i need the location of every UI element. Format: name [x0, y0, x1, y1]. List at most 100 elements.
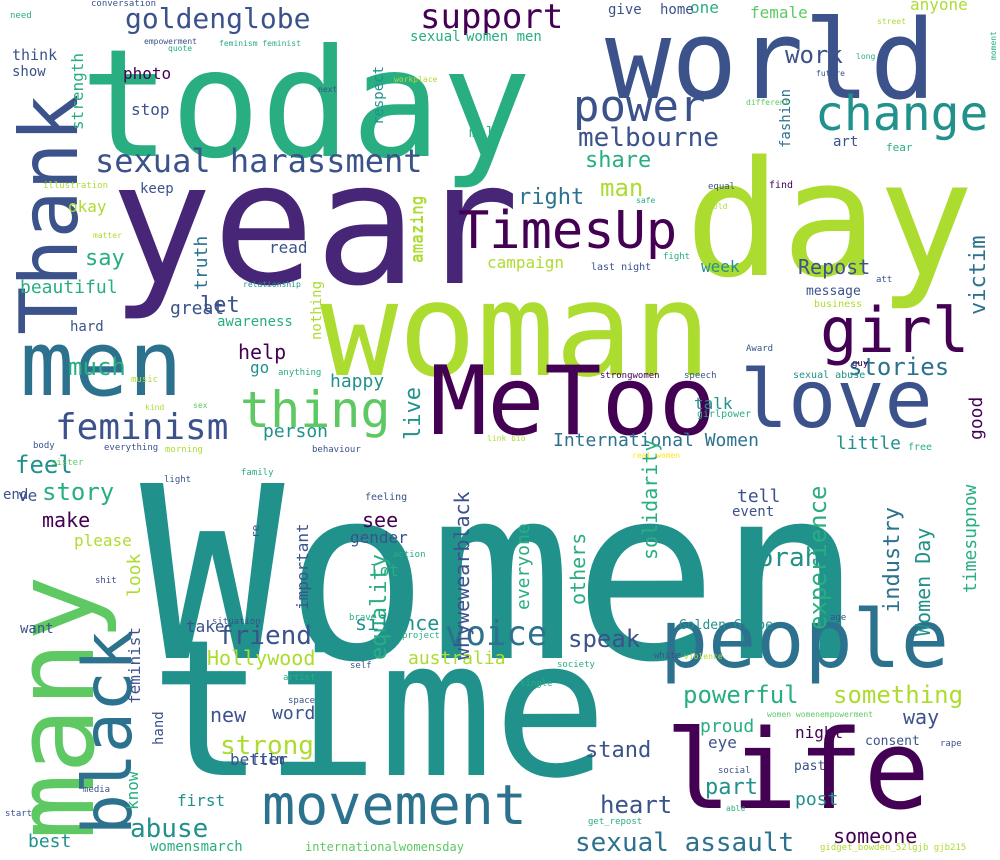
cloud-word: Award [746, 344, 774, 354]
cloud-word: post [795, 789, 839, 810]
cloud-word: change [815, 86, 989, 142]
cloud-word: night [795, 723, 844, 742]
cloud-word: consent [865, 734, 920, 749]
cloud-word: media [83, 785, 111, 795]
cloud-word: brave [349, 613, 377, 623]
cloud-word: victim [966, 235, 991, 315]
cloud-word: illustration [43, 181, 109, 191]
cloud-word: year [110, 126, 520, 324]
cloud-word: eye [708, 733, 737, 752]
cloud-word: week [701, 257, 740, 276]
cloud-word: International Women [553, 430, 759, 451]
cloud-word: stand [585, 738, 652, 763]
cloud-word: family [241, 468, 274, 478]
cloud-word: strong [220, 731, 314, 761]
cloud-word: att [876, 275, 893, 285]
cloud-word: photo [123, 64, 172, 83]
cloud-word: take [186, 617, 225, 636]
cloud-word: kind [145, 403, 165, 412]
cloud-word: industry [880, 507, 905, 613]
cloud-word: white [654, 651, 682, 661]
cloud-word: say [85, 246, 125, 271]
cloud-word: girl [820, 294, 970, 367]
cloud-word: help [238, 340, 287, 364]
cloud-word: talk [694, 394, 733, 413]
cloud-word: movement [262, 773, 527, 837]
cloud-word: show [12, 64, 46, 80]
cloud-word: gidget_bowden_52lgjb gjb215 [820, 843, 967, 853]
cloud-word: Golden Globe [679, 618, 773, 633]
cloud-word: different [746, 98, 790, 107]
cloud-word: Hollywood [207, 646, 316, 670]
cloud-word: work [785, 41, 843, 69]
cloud-word: time [150, 599, 608, 820]
cloud-word: melbourne [578, 123, 719, 153]
cloud-word: real women [632, 451, 681, 460]
cloud-word: read [269, 238, 308, 257]
cloud-word: long [856, 52, 876, 61]
cloud-word: want [20, 621, 54, 637]
cloud-word: whywewearblack [450, 491, 474, 660]
cloud-word: make [42, 508, 91, 532]
cloud-word: project [402, 631, 440, 641]
cloud-word: part [705, 775, 758, 800]
cloud-word: MeToo [430, 347, 716, 457]
cloud-word: awareness [217, 314, 293, 330]
cloud-word: campaign [487, 253, 565, 272]
cloud-word: respect [371, 65, 387, 125]
cloud-word: guy [852, 359, 869, 369]
cloud-word: story [42, 478, 115, 506]
cloud-word: experience [804, 485, 832, 631]
cloud-word: right [518, 185, 585, 210]
cloud-word: message [806, 284, 861, 299]
cloud-word: male [469, 125, 503, 141]
cloud-word: need [10, 11, 32, 21]
cloud-word: Repost [798, 255, 871, 279]
cloud-word: feel [15, 451, 73, 479]
cloud-word: single [520, 679, 553, 689]
cloud-word: internationalwomensday [305, 840, 464, 854]
cloud-word: voice [445, 614, 548, 654]
cloud-word: sexual harassment [95, 142, 423, 180]
cloud-word: feminist [125, 626, 144, 704]
cloud-word: artist [283, 673, 316, 683]
cloud-word: everyone [513, 523, 534, 610]
cloud-word: get_repost [588, 817, 643, 827]
cloud-word: oprah [742, 543, 821, 573]
cloud-word: best [28, 831, 72, 852]
cloud-word: life [665, 706, 930, 834]
cloud-word: way [903, 705, 940, 729]
cloud-word: one [690, 0, 719, 17]
cloud-word: self [350, 661, 372, 671]
cloud-word: female [750, 3, 808, 22]
cloud-word: man [600, 174, 644, 202]
cloud-word: gender [350, 528, 408, 547]
cloud-word: fight [663, 252, 691, 262]
cloud-word: little [836, 433, 902, 454]
cloud-word: behaviour [312, 445, 361, 455]
cloud-word: home [660, 2, 694, 18]
cloud-word: fear [886, 141, 913, 154]
cloud-word: women men [466, 29, 542, 45]
cloud-word: look [124, 553, 145, 597]
cloud-word: matter [93, 231, 122, 240]
cloud-word: give [608, 2, 642, 18]
cloud-word: equal [708, 182, 736, 192]
cloud-word: body [33, 441, 55, 451]
cloud-word: know [123, 771, 142, 810]
cloud-word: sexual [410, 29, 461, 45]
cloud-word: better [230, 750, 288, 769]
cloud-word: start [5, 809, 33, 819]
cloud-word: Women Day [911, 527, 935, 636]
cloud-word: lot [370, 561, 399, 580]
cloud-word: timesupnow [960, 484, 981, 593]
cloud-word: person [263, 421, 329, 442]
cloud-word: let [200, 293, 240, 318]
cloud-word: age [830, 613, 847, 623]
cloud-word: word [272, 703, 316, 724]
cloud-word: go [250, 358, 270, 377]
cloud-word: speech [684, 371, 717, 381]
cloud-word: feeling [365, 492, 408, 503]
cloud-word: silence [355, 611, 440, 635]
